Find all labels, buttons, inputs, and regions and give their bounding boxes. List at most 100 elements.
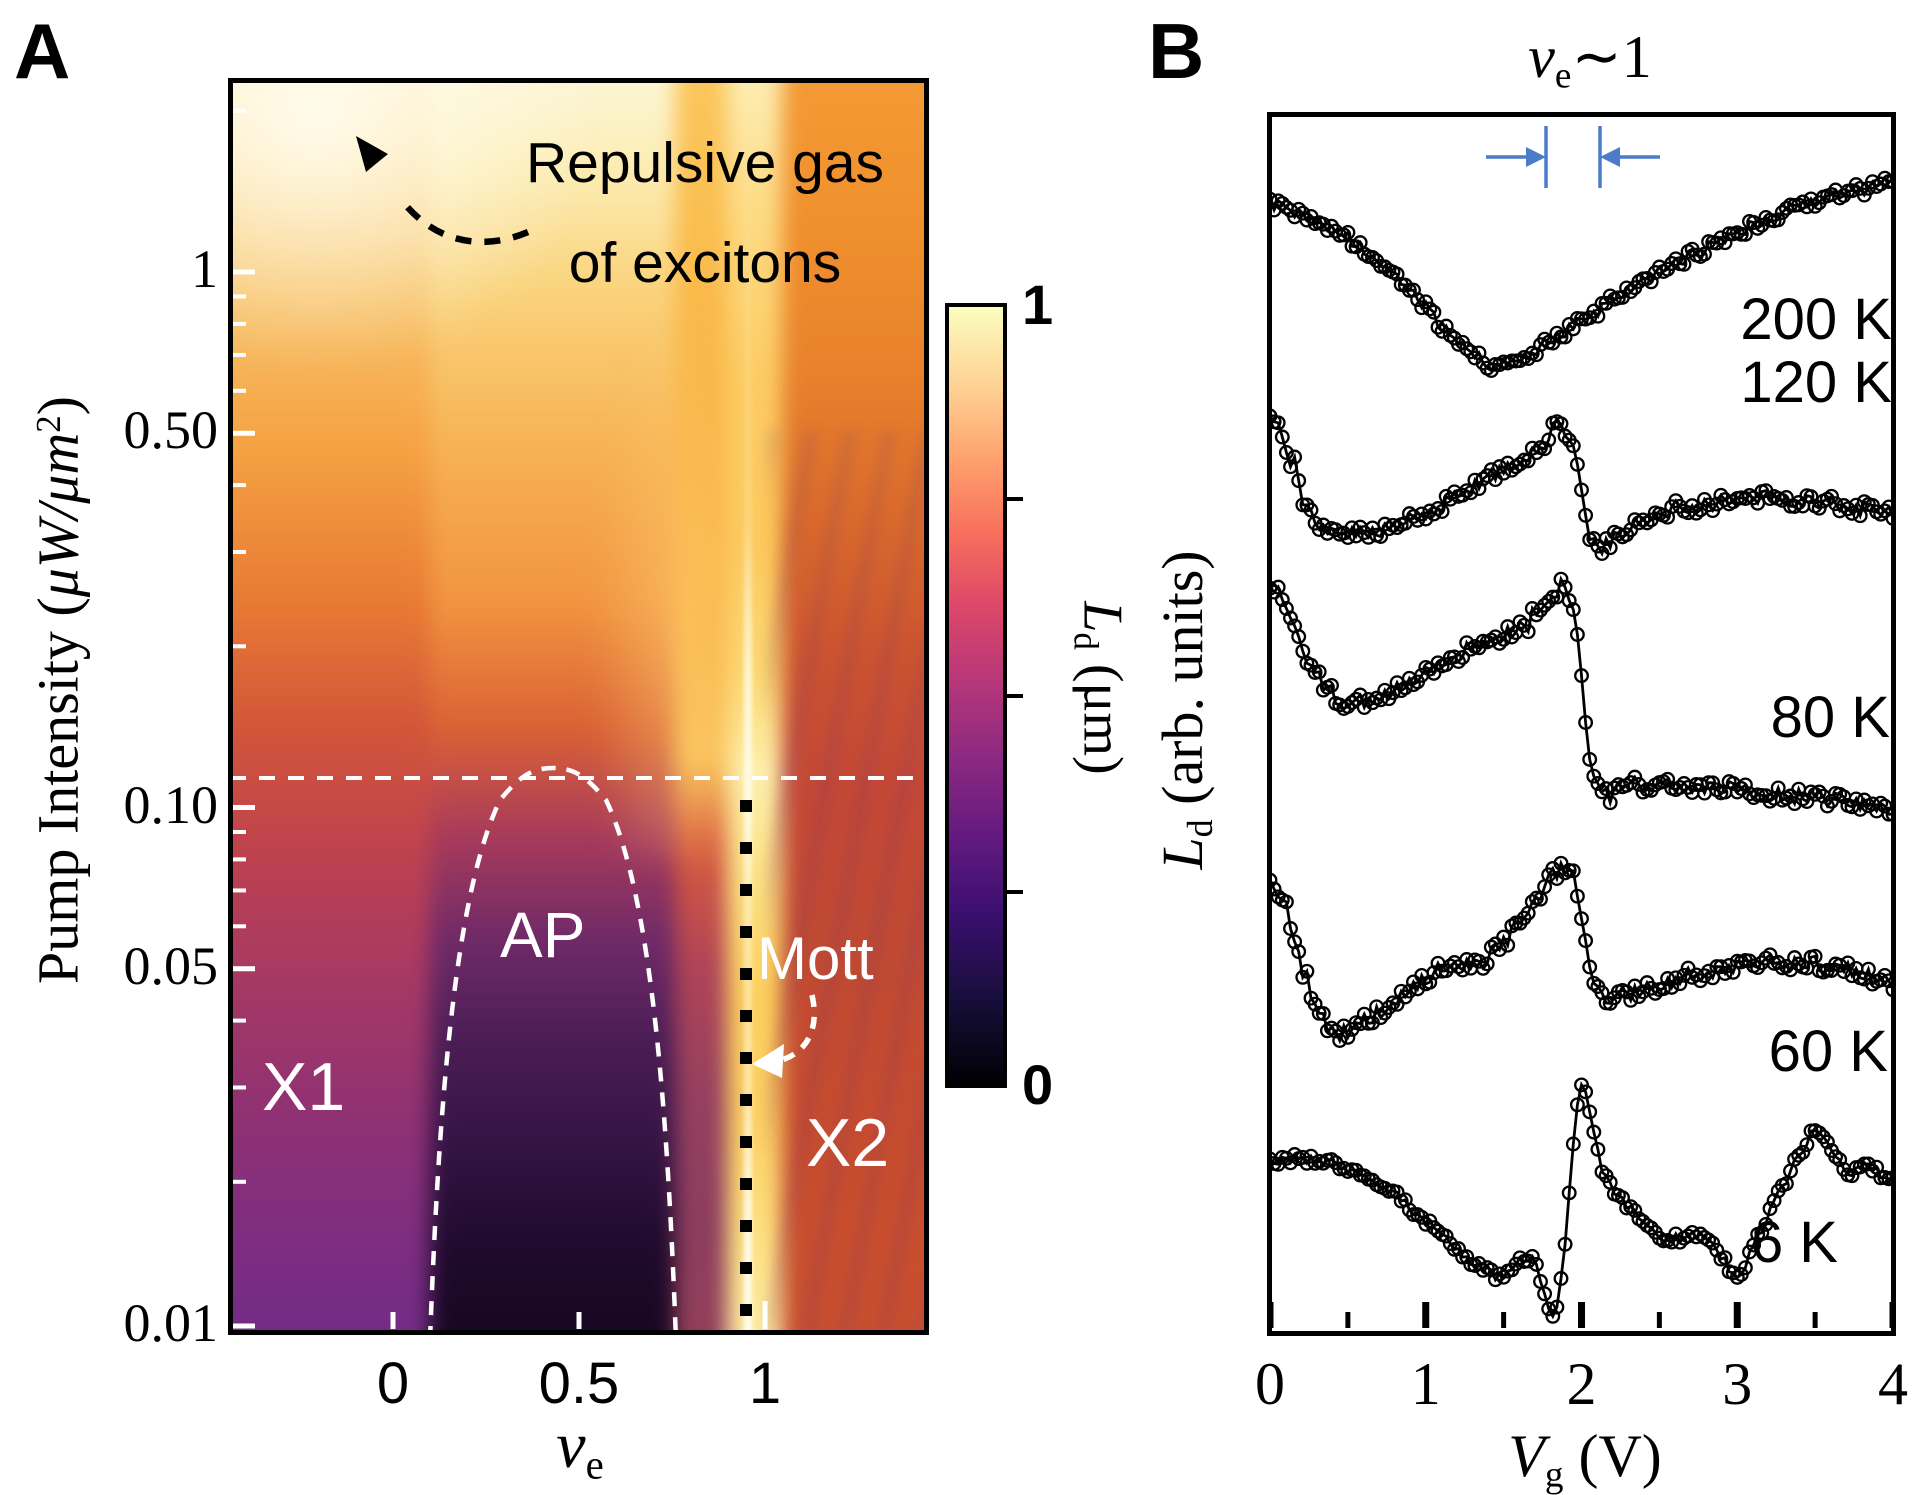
vg-symbol: V bbox=[1508, 1423, 1545, 1489]
panel-b-x-tick-label: 3 bbox=[1722, 1351, 1753, 1417]
data-point-marker bbox=[1569, 627, 1585, 642]
data-point-marker bbox=[1303, 502, 1319, 518]
colorbar-tick bbox=[1007, 497, 1023, 502]
data-point-marker bbox=[1446, 649, 1462, 665]
data-point-marker bbox=[1500, 937, 1516, 953]
data-point-marker bbox=[1541, 1301, 1557, 1317]
data-point-marker bbox=[1373, 1010, 1389, 1026]
data-point-marker bbox=[1660, 771, 1676, 787]
data-point-marker bbox=[1557, 329, 1573, 345]
title-approx-one: ∼1 bbox=[1571, 24, 1652, 90]
title-nu-subscript: e bbox=[1554, 55, 1572, 97]
vg-subscript: g bbox=[1544, 1454, 1564, 1495]
data-point-marker bbox=[1623, 1199, 1639, 1215]
colorbar bbox=[945, 303, 1007, 1088]
data-point-marker bbox=[1844, 799, 1860, 815]
panel-b-x-tick-label: 1 bbox=[1410, 1351, 1441, 1417]
data-point-marker bbox=[1758, 1216, 1774, 1232]
data-point-marker bbox=[1520, 624, 1536, 640]
heatmap-strip-x2 bbox=[782, 80, 927, 1333]
data-point-marker bbox=[1565, 438, 1581, 454]
data-point-marker bbox=[1549, 325, 1565, 341]
data-point-marker bbox=[1365, 249, 1380, 265]
data-point-marker bbox=[1881, 806, 1893, 822]
panel-a-overlay bbox=[230, 108, 927, 1333]
data-point-marker bbox=[1479, 956, 1495, 972]
data-point-marker bbox=[1860, 1156, 1876, 1172]
data-point-marker bbox=[1881, 973, 1893, 989]
data-point-marker bbox=[1496, 631, 1512, 647]
heatmap-streaks bbox=[766, 430, 927, 1333]
data-point-marker bbox=[1569, 888, 1585, 904]
data-point-marker bbox=[1537, 597, 1553, 613]
repulsive-gas-annotation: Repulsive gas of excitons bbox=[470, 113, 940, 313]
curve-line bbox=[1270, 1081, 1893, 1320]
data-point-marker bbox=[1512, 456, 1528, 472]
data-point-marker bbox=[1578, 1084, 1594, 1100]
data-point-marker bbox=[1356, 1006, 1372, 1022]
panel-a-x-tick-label: 1 bbox=[748, 1351, 782, 1416]
data-point-marker bbox=[1627, 769, 1643, 785]
ld-subscript: d bbox=[1066, 632, 1106, 650]
data-point-marker bbox=[1512, 614, 1528, 630]
data-point-marker bbox=[1590, 308, 1606, 324]
data-point-marker bbox=[1697, 968, 1712, 984]
panel-b-x-tick-label: 0 bbox=[1255, 1351, 1285, 1417]
data-point-marker bbox=[1713, 487, 1729, 503]
nu-subscript: e bbox=[585, 1442, 604, 1488]
data-point-marker bbox=[1270, 415, 1286, 431]
panel-a-frame bbox=[228, 78, 929, 1335]
curve-120K bbox=[1270, 408, 1893, 561]
data-point-marker bbox=[1676, 256, 1692, 272]
data-point-marker bbox=[1569, 456, 1585, 472]
data-point-marker bbox=[1582, 959, 1598, 975]
data-point-marker bbox=[1340, 1029, 1356, 1045]
data-point-marker bbox=[1401, 983, 1417, 999]
data-point-marker bbox=[1561, 1185, 1577, 1201]
data-point-marker bbox=[1278, 894, 1294, 910]
data-point-marker bbox=[1688, 505, 1704, 521]
ap-dome-boundary bbox=[428, 765, 678, 1333]
data-point-marker bbox=[1877, 170, 1893, 186]
data-point-marker bbox=[1877, 798, 1893, 814]
data-point-marker bbox=[1578, 715, 1594, 730]
data-point-marker bbox=[1844, 1168, 1860, 1184]
panel-b-x-axis-label: Vg (V) bbox=[1460, 1422, 1710, 1495]
data-point-marker bbox=[1561, 593, 1577, 609]
data-point-marker bbox=[1524, 1248, 1540, 1264]
data-point-marker bbox=[1807, 948, 1823, 964]
data-point-marker bbox=[1807, 198, 1823, 214]
panel-a-y-tick-label: 0.10 bbox=[123, 774, 219, 835]
x1-region-label: X1 bbox=[262, 1049, 346, 1125]
repulsive-arrow-head bbox=[356, 136, 388, 172]
data-point-marker bbox=[1328, 522, 1344, 538]
data-point-marker bbox=[1344, 695, 1360, 710]
panel-a-y-tick-label: 0.05 bbox=[123, 935, 219, 996]
data-point-marker bbox=[1475, 960, 1491, 976]
data-point-marker bbox=[1356, 1168, 1372, 1184]
data-point-marker bbox=[1602, 795, 1618, 811]
curve-200K bbox=[1270, 170, 1893, 378]
data-point-marker bbox=[1557, 1236, 1573, 1252]
data-point-marker bbox=[1717, 966, 1733, 981]
data-point-marker bbox=[1324, 677, 1339, 693]
data-point-marker bbox=[1590, 1141, 1606, 1157]
data-point-marker bbox=[1270, 872, 1278, 888]
data-point-marker bbox=[1762, 947, 1778, 963]
data-point-marker bbox=[1287, 1147, 1303, 1162]
panel-a-y-tick-label: 0.01 bbox=[123, 1293, 219, 1353]
data-point-marker bbox=[1737, 1260, 1753, 1276]
data-point-marker bbox=[1574, 911, 1589, 927]
mott-label: Mott bbox=[757, 925, 874, 992]
data-point-marker bbox=[1287, 449, 1303, 465]
data-point-marker bbox=[1311, 664, 1327, 680]
nu-symbol: ν bbox=[556, 1409, 586, 1482]
panel-a-x-axis-label: νe bbox=[500, 1408, 660, 1488]
data-point-marker bbox=[1582, 1104, 1598, 1120]
data-point-marker bbox=[1750, 220, 1766, 236]
data-point-marker bbox=[1824, 488, 1839, 504]
data-point-marker bbox=[1774, 205, 1790, 220]
data-point-marker bbox=[1557, 579, 1573, 595]
colorbar-max-label: 1 bbox=[1022, 273, 1054, 336]
